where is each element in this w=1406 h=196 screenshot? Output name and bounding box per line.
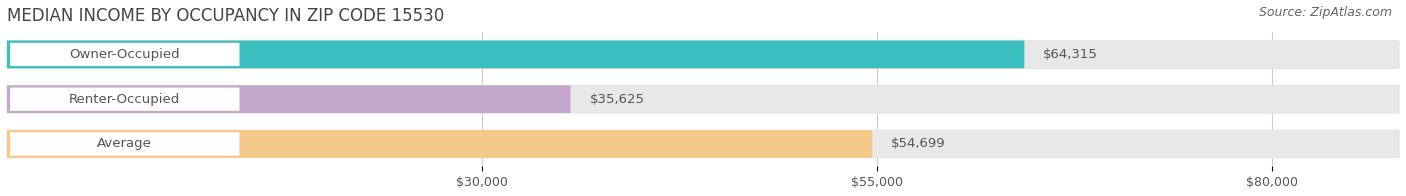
Text: Average: Average (97, 137, 152, 151)
FancyBboxPatch shape (7, 130, 1399, 158)
FancyBboxPatch shape (7, 85, 571, 113)
Text: Source: ZipAtlas.com: Source: ZipAtlas.com (1258, 6, 1392, 19)
Text: $35,625: $35,625 (589, 93, 644, 106)
Text: Owner-Occupied: Owner-Occupied (69, 48, 180, 61)
Text: Renter-Occupied: Renter-Occupied (69, 93, 180, 106)
FancyBboxPatch shape (10, 43, 239, 66)
FancyBboxPatch shape (7, 41, 1399, 68)
FancyBboxPatch shape (10, 88, 239, 111)
FancyBboxPatch shape (10, 132, 239, 156)
Text: $64,315: $64,315 (1043, 48, 1098, 61)
FancyBboxPatch shape (7, 41, 1025, 68)
FancyBboxPatch shape (7, 130, 872, 158)
Text: MEDIAN INCOME BY OCCUPANCY IN ZIP CODE 15530: MEDIAN INCOME BY OCCUPANCY IN ZIP CODE 1… (7, 7, 444, 25)
FancyBboxPatch shape (7, 85, 1399, 113)
Text: $54,699: $54,699 (891, 137, 946, 151)
